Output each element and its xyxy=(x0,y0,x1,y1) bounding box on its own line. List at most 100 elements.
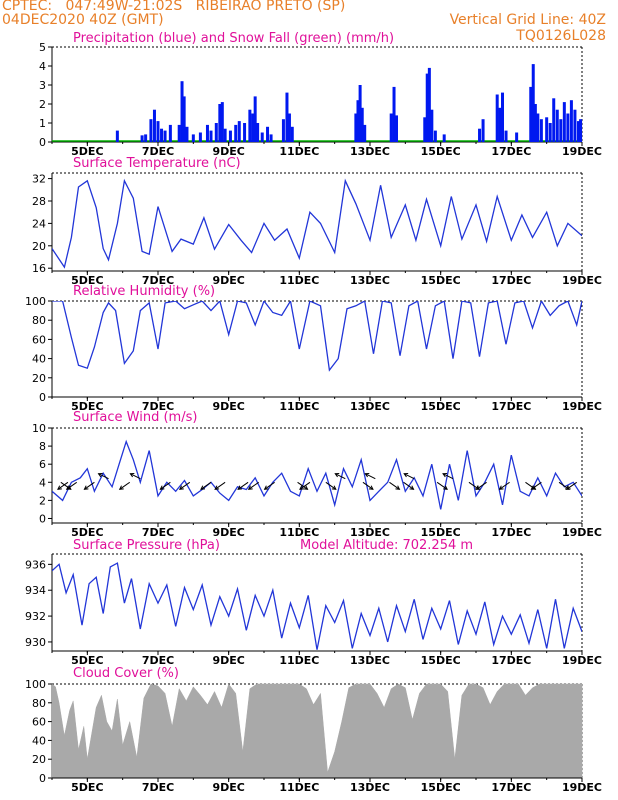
pressure-xtick-label: 9DEC xyxy=(212,654,244,667)
wind-ytick-label: 10 xyxy=(32,422,46,435)
precip-bar xyxy=(281,119,285,142)
wind-arrow xyxy=(214,481,226,490)
precip-bar xyxy=(354,113,358,142)
wind-xtick-label: 9DEC xyxy=(212,526,244,539)
temp-xtick-label: 19DEC xyxy=(562,274,602,287)
precip-bar xyxy=(260,132,264,142)
precip-xtick-label: 11DEC xyxy=(279,145,319,158)
precip-bar xyxy=(559,119,563,142)
wind-arrow-shaft xyxy=(214,481,226,490)
wind-arrow xyxy=(475,481,487,490)
wind-arrow-head xyxy=(247,485,253,490)
cloud-ytick-label: 100 xyxy=(25,678,46,691)
cloud-xtick-label: 13DEC xyxy=(350,781,390,794)
cloud-xtick-label: 11DEC xyxy=(279,781,319,794)
wind-arrow-head xyxy=(530,485,536,490)
rh-ytick-label: 100 xyxy=(25,295,46,308)
rh-ytick-label: 40 xyxy=(32,353,46,366)
precip-bar xyxy=(144,134,148,142)
rh-ytick-label: 20 xyxy=(32,372,46,385)
wind-ytick-label: 8 xyxy=(39,440,46,453)
precip-bar xyxy=(287,113,291,142)
precip-bar xyxy=(237,121,241,142)
cloud-xtick-label: 5DEC xyxy=(71,781,103,794)
wind-arrow xyxy=(498,481,510,490)
precip-xtick-label: 19DEC xyxy=(562,145,602,158)
wind-arrow xyxy=(442,473,454,480)
temp-ytick-label: 32 xyxy=(32,173,46,186)
wind-arrow-shaft xyxy=(130,473,141,480)
wind-arrow-head xyxy=(159,485,165,490)
precip-bar xyxy=(360,107,364,142)
header-model: TQ0126L028 xyxy=(516,28,606,44)
rh-xtick-label: 19DEC xyxy=(562,400,602,413)
wind-arrow-shaft xyxy=(403,481,414,490)
precip-bar xyxy=(228,130,232,142)
wind-arrow-shaft xyxy=(362,481,374,490)
wind-arrow xyxy=(247,481,259,490)
wind-xtick-label: 11DEC xyxy=(279,526,319,539)
wind-arrow-shaft xyxy=(365,473,376,480)
precip-bar xyxy=(177,124,181,142)
cloud-ytick-label: 40 xyxy=(32,734,46,747)
temp-ytick-label: 24 xyxy=(32,217,46,230)
temp-xtick-label: 17DEC xyxy=(491,274,531,287)
cloud-ytick-label: 0 xyxy=(39,772,46,785)
rh-xtick-label: 17DEC xyxy=(491,400,531,413)
wind-arrow xyxy=(178,481,191,490)
wind-arrow-shaft xyxy=(264,481,275,490)
wind-arrow-head xyxy=(65,485,71,490)
precip-bar xyxy=(536,113,540,142)
precip-xtick-label: 9DEC xyxy=(212,145,244,158)
rh-title: Relative Humidity (%) xyxy=(73,284,215,299)
precip-xtick-label: 15DEC xyxy=(421,145,461,158)
precip-bar xyxy=(569,100,573,142)
temp-ytick-label: 28 xyxy=(32,195,46,208)
precip-bar xyxy=(501,92,504,142)
wind-arrow-head xyxy=(498,485,504,490)
header-station: CPTEC: 047:49W-21:02S RIBEIRAO PRETO (SP… xyxy=(2,0,346,14)
wind-arrow-head xyxy=(118,485,124,490)
precip-bar xyxy=(495,94,499,142)
wind-arrow xyxy=(129,473,141,480)
rh-ytick-label: 60 xyxy=(32,333,46,346)
precip-bar xyxy=(156,121,160,142)
precip-bar xyxy=(545,117,549,142)
temp-ytick-label: 16 xyxy=(32,262,46,275)
wind-arrow-head xyxy=(303,485,309,490)
precip-xtick-label: 17DEC xyxy=(491,145,531,158)
wind-xtick-label: 13DEC xyxy=(350,526,390,539)
wind-arrow xyxy=(403,473,415,480)
precip-bar xyxy=(548,123,552,142)
wind-arrow xyxy=(334,473,346,480)
temp-title: Surface Temperature (nC) xyxy=(73,156,241,171)
rh-xtick-label: 13DEC xyxy=(350,400,390,413)
precip-bar xyxy=(498,107,502,142)
wind-arrow xyxy=(83,481,95,490)
wind-ytick-label: 6 xyxy=(39,458,46,471)
precip-ytick-label: 4 xyxy=(39,60,46,73)
cloud-ytick-label: 80 xyxy=(32,697,46,710)
wind-arrow-head xyxy=(299,485,304,490)
cloud-cover-area xyxy=(51,683,583,779)
wind-arrow xyxy=(389,481,401,490)
wind-arrow-head xyxy=(237,485,243,490)
wind-arrow-head xyxy=(129,473,135,478)
cloud-title: Cloud Cover (%) xyxy=(73,666,179,681)
cloud-ytick-label: 20 xyxy=(32,753,46,766)
pressure-xtick-label: 7DEC xyxy=(142,654,174,667)
precip-bar xyxy=(573,109,577,142)
wind-arrow-head xyxy=(475,485,481,490)
precip-bar xyxy=(234,124,238,142)
precip-bar xyxy=(529,86,533,142)
wind-arrow-head xyxy=(331,485,337,490)
precip-bar xyxy=(579,119,583,142)
wind-arrow-shaft xyxy=(436,481,448,490)
wind-xtick-label: 17DEC xyxy=(491,526,531,539)
wind-arrow xyxy=(530,481,542,490)
precip-bar xyxy=(256,123,260,142)
pressure-panel: Surface Pressure (hPa) Model Altitude: 70… xyxy=(25,538,602,667)
precip-bar xyxy=(253,96,257,142)
precip-bar xyxy=(555,109,559,142)
wind-arrow-shaft xyxy=(84,481,95,490)
